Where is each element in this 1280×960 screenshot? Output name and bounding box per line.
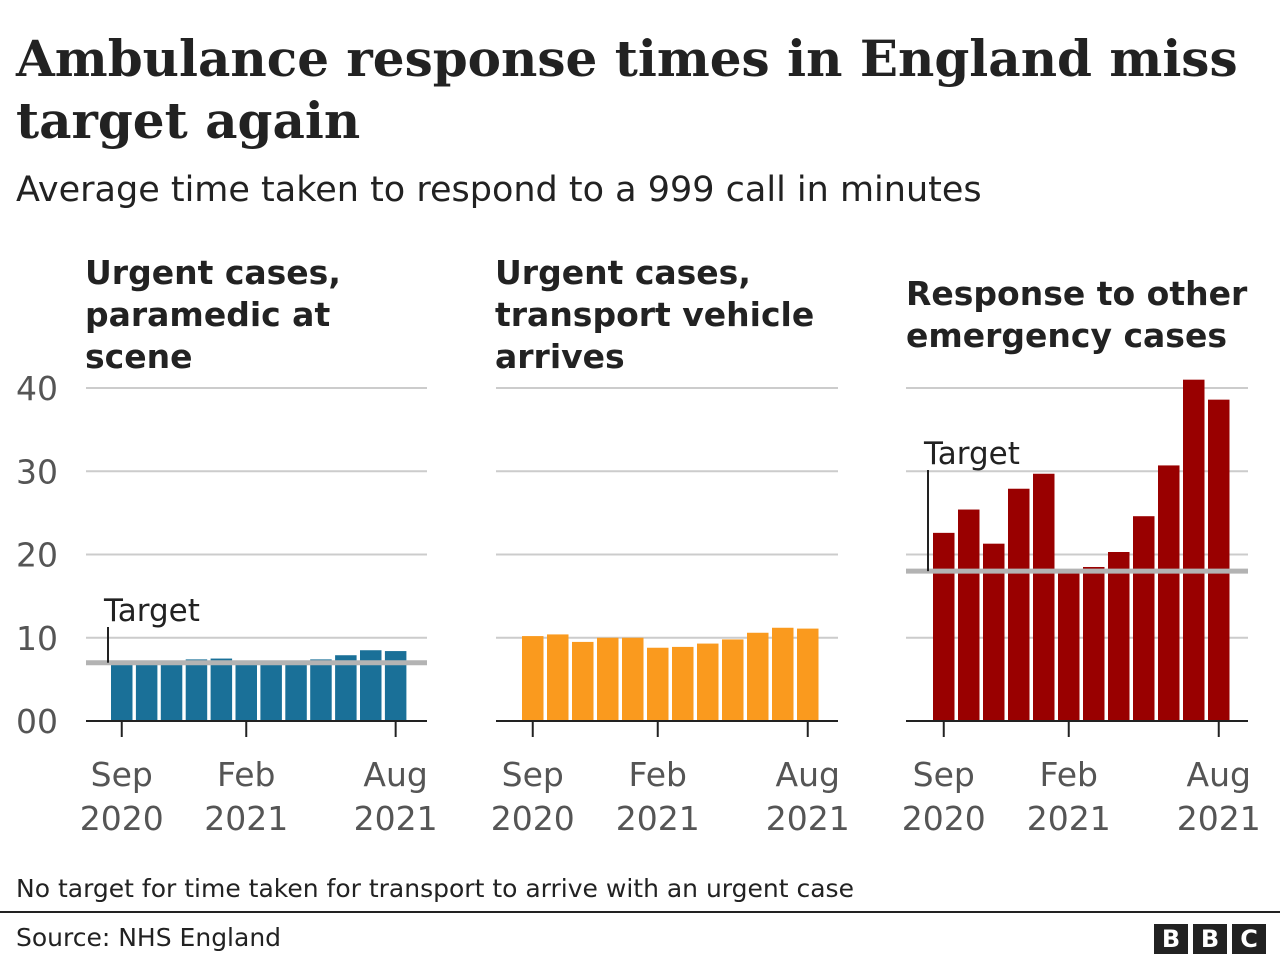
y-tick-label: 40 xyxy=(16,369,58,408)
panel-title-paramedic: Urgent cases, paramedic at scene xyxy=(85,253,341,376)
panel-title-transport: Urgent cases, transport vehicle arrives xyxy=(495,253,815,376)
bar xyxy=(622,637,644,721)
bar xyxy=(310,659,332,721)
x-tick-label: Feb xyxy=(1040,755,1098,794)
bar xyxy=(1058,570,1080,721)
bar xyxy=(572,641,594,721)
bar xyxy=(285,661,307,721)
bar xyxy=(697,643,719,721)
bar xyxy=(722,639,744,721)
x-tick-label: 2020 xyxy=(80,799,164,838)
bar xyxy=(647,647,669,721)
x-tick-label: Aug xyxy=(776,755,840,794)
bar xyxy=(111,662,133,721)
panel-title-other-emergency: Response to other emergency cases xyxy=(906,274,1248,355)
bar xyxy=(1208,399,1230,721)
bar xyxy=(135,661,158,721)
bar xyxy=(235,661,257,721)
x-tick-label: Sep xyxy=(91,755,153,794)
target-label: Target xyxy=(103,593,200,629)
x-tick-label: 2020 xyxy=(902,799,986,838)
bbc-logo-block: B xyxy=(1193,924,1227,954)
footnote: No target for time taken for transport t… xyxy=(16,874,854,903)
bar xyxy=(260,661,282,721)
bbc-logo-block: C xyxy=(1232,924,1266,954)
bar xyxy=(983,543,1005,721)
y-tick-label: 30 xyxy=(16,452,58,491)
source-note: Source: NHS England xyxy=(16,923,282,952)
bar xyxy=(185,659,208,721)
y-tick-label: 10 xyxy=(16,619,58,658)
bar xyxy=(360,650,382,721)
x-tick-label: Aug xyxy=(363,755,427,794)
footer-divider xyxy=(0,911,1280,913)
bar xyxy=(597,637,619,721)
x-tick-label: Sep xyxy=(913,755,975,794)
x-tick-label: 2021 xyxy=(616,799,700,838)
bbc-logo-block: B xyxy=(1154,924,1188,954)
x-tick-label: Feb xyxy=(217,755,275,794)
bar xyxy=(958,509,980,721)
bar xyxy=(1033,473,1055,721)
x-tick-label: Feb xyxy=(629,755,687,794)
bbc-logo: B B C xyxy=(1154,924,1266,954)
bar xyxy=(1108,552,1130,721)
x-tick-label: 2020 xyxy=(491,799,575,838)
bar xyxy=(672,646,694,721)
x-tick-label: Sep xyxy=(502,755,564,794)
bar xyxy=(1183,379,1205,721)
y-tick-label: 20 xyxy=(16,536,58,575)
bar xyxy=(1158,465,1180,721)
bar xyxy=(772,627,794,721)
chart-subtitle: Average time taken to respond to a 999 c… xyxy=(16,170,982,210)
bar xyxy=(933,532,955,721)
bar xyxy=(210,658,233,721)
bar xyxy=(384,651,407,721)
bar xyxy=(797,628,819,721)
x-tick-label: 2021 xyxy=(1177,799,1261,838)
bar xyxy=(747,632,769,721)
x-tick-label: 2021 xyxy=(1027,799,1111,838)
bar xyxy=(335,655,357,721)
y-tick-label: 00 xyxy=(16,702,58,741)
small-multiples-bar-charts: 00 10 20 30 40 Target Sep 2020 Feb 2021 Aug 2021 Sep… xyxy=(16,369,1261,838)
bar xyxy=(1133,516,1155,721)
bar xyxy=(160,661,183,721)
x-tick-label: 2021 xyxy=(766,799,850,838)
target-label: Target xyxy=(923,436,1020,472)
x-tick-label: Aug xyxy=(1187,755,1251,794)
bar xyxy=(522,636,544,721)
bar xyxy=(547,634,569,721)
x-tick-label: 2021 xyxy=(354,799,438,838)
bar xyxy=(1008,488,1030,721)
bar xyxy=(1083,566,1105,721)
x-tick-label: 2021 xyxy=(204,799,288,838)
chart-title: Ambulance response times in England miss… xyxy=(16,29,1238,150)
